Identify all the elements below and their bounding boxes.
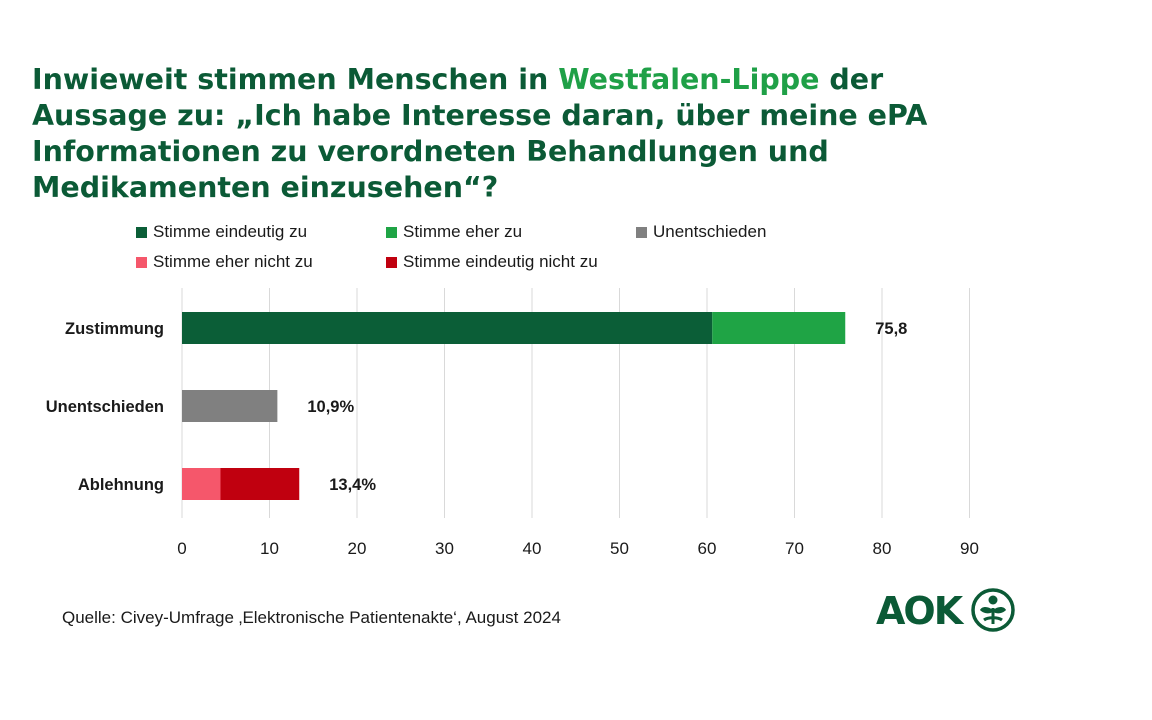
x-tick-label: 60 <box>698 539 717 558</box>
x-tick-label: 50 <box>610 539 629 558</box>
chart-legend: Stimme eindeutig zu Stimme eher zu Unentsc… <box>136 222 836 282</box>
legend-swatch <box>136 256 147 268</box>
legend-label: Unentschieden <box>653 222 767 241</box>
category-label: Unentschieden <box>46 398 164 416</box>
bar-segment <box>182 312 713 344</box>
data-label: 13,4% <box>329 476 376 494</box>
x-tick-label: 20 <box>348 539 367 558</box>
chart-title: Inwieweit stimmen Menschen in Westfalen-… <box>32 62 952 206</box>
x-tick-label: 80 <box>873 539 892 558</box>
data-label: 75,8 <box>875 320 907 338</box>
legend-label: Stimme eindeutig nicht zu <box>403 252 598 271</box>
leaf-plant-icon <box>971 588 1015 632</box>
title-part2: der Aussage zu: „Ich habe Interesse dara… <box>32 63 928 204</box>
legend-swatch <box>386 226 397 238</box>
logo-text: AOK <box>876 589 965 633</box>
x-tick-label: 0 <box>177 539 186 558</box>
category-label: Ablehnung <box>78 476 164 494</box>
legend-item: Stimme eindeutig zu <box>136 222 307 242</box>
category-label: Zustimmung <box>65 320 164 338</box>
legend-item: Stimme eher nicht zu <box>136 252 313 272</box>
legend-item: Stimme eindeutig nicht zu <box>386 252 598 272</box>
legend-item: Stimme eher zu <box>386 222 522 242</box>
legend-label: Stimme eindeutig zu <box>153 222 308 241</box>
bar-segment <box>182 468 221 500</box>
title-highlight: Westfalen-Lippe <box>558 63 820 96</box>
x-tick-label: 70 <box>785 539 804 558</box>
x-tick-label: 40 <box>523 539 542 558</box>
legend-swatch <box>136 226 147 238</box>
x-tick-label: 90 <box>960 539 979 558</box>
x-tick-label: 10 <box>260 539 279 558</box>
legend-swatch <box>386 256 397 268</box>
bar-segment <box>182 390 278 422</box>
source-note: Quelle: Civey-Umfrage ‚Elektronische Pat… <box>62 608 561 627</box>
bar-chart: 0 10 20 30 40 50 60 70 80 90 Zustimmung Unentschied… <box>46 288 979 558</box>
aok-logo: AOK <box>876 586 1018 636</box>
legend-label: Stimme eher nicht zu <box>153 252 313 271</box>
legend-item: Unentschieden <box>636 222 766 242</box>
bar-segment <box>220 468 300 500</box>
legend-swatch <box>636 226 647 238</box>
legend-label: Stimme eher zu <box>403 222 523 241</box>
x-tick-label: 30 <box>435 539 454 558</box>
bar-segment <box>712 312 846 344</box>
data-label: 10,9% <box>307 398 354 416</box>
title-part1: Inwieweit stimmen Menschen in <box>32 63 559 96</box>
